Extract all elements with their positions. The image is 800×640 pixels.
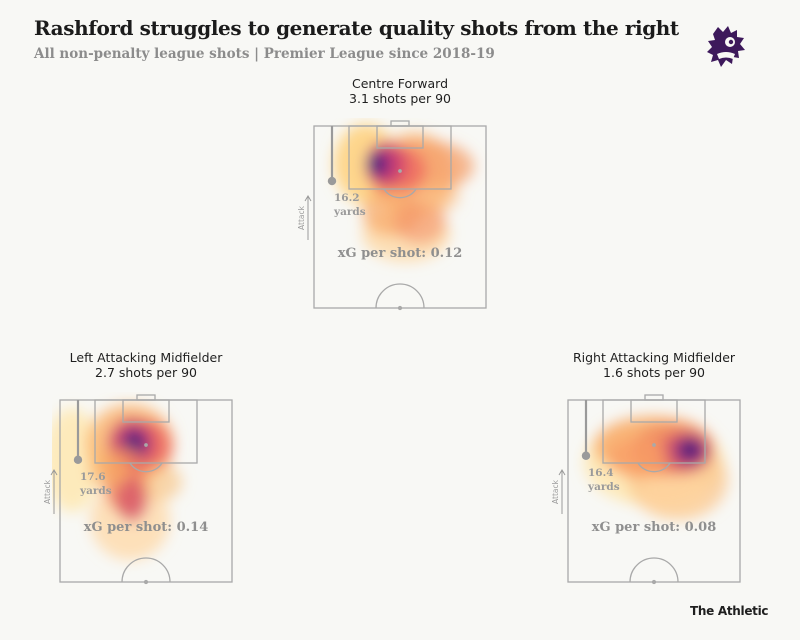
heat-blob [681,442,699,458]
shot-heatmap: 16.2 yards Attack xG per shot: 0.12 [297,120,487,311]
attack-label: Attack [43,479,52,504]
distance-marker [73,455,83,465]
panel-rate: 3.1 shots per 90 [349,91,451,106]
panel-rate: 1.6 shots per 90 [603,365,705,380]
distance-value: 16.4 [588,467,614,479]
attack-label: Attack [297,205,306,230]
goal [136,394,156,401]
penalty-arc [129,462,163,473]
centre-spot [651,579,657,585]
premier-league-lion-icon [704,24,748,74]
heat-blob [369,156,383,172]
half-pitch [313,120,487,311]
chart-panel-centre-forward: Centre Forward 3.1 shots per 90 16.2 yard… [297,76,500,316]
distance-value: 17.6 [80,471,106,483]
heat-blob [88,450,128,490]
panel-title: Left Attacking Midfielder [69,350,223,365]
heat-blob [608,438,668,478]
publisher-credit: The Athletic [690,604,769,618]
penalty-spot [144,443,148,447]
centre-circle [375,283,425,309]
penalty-arc [383,188,417,199]
heat-density [584,416,728,520]
distance-marker [581,451,591,460]
shot-heatmap: 16.4 yards Attack xG per shot: 0.08 [551,394,741,585]
centre-spot [143,579,149,585]
distance-unit: yards [587,481,620,493]
distance-unit: yards [333,206,366,218]
heat-density [334,124,474,262]
heat-blob [416,180,460,212]
distance-value: 16.2 [334,192,360,204]
heat-density [52,404,182,560]
half-pitch [567,394,741,585]
distance-marker [327,176,337,186]
chart-subtitle: All non-penalty league shots | Premier L… [34,46,495,62]
xg-label: xG per shot: 0.14 [84,520,209,535]
attack-arrow-head [50,469,58,476]
centre-circle [121,557,171,583]
penalty-spot [652,443,656,447]
heat-blob [640,474,708,518]
chart-panel-right-attacking-midfielder: Right Attacking Midfielder 1.6 shots per… [551,350,754,590]
goal [390,120,410,127]
attack-arrow-head [304,195,312,202]
xg-label: xG per shot: 0.08 [592,520,717,535]
xg-label: xG per shot: 0.12 [338,246,463,261]
distance-unit: yards [79,485,112,497]
panel-title: Centre Forward [351,76,449,91]
chart-panel-left-attacking-midfielder: Left Attacking Midfielder 2.7 shots per … [43,350,246,590]
centre-circle [629,557,679,583]
attack-label: Attack [551,479,560,504]
panel-rate: 2.7 shots per 90 [95,365,197,380]
centre-spot [397,305,403,311]
panel-title: Right Attacking Midfielder [572,350,736,365]
chart-title: Rashford struggles to generate quality s… [34,16,679,40]
goal [644,394,664,401]
heat-blob [142,464,182,500]
half-pitch [59,394,233,585]
shot-heatmap: 17.6 yards Attack xG per shot: 0.14 [43,394,233,585]
attack-arrow-head [558,469,566,476]
penalty-arc [637,462,671,473]
heat-blob [116,478,148,522]
penalty-spot [398,169,402,173]
